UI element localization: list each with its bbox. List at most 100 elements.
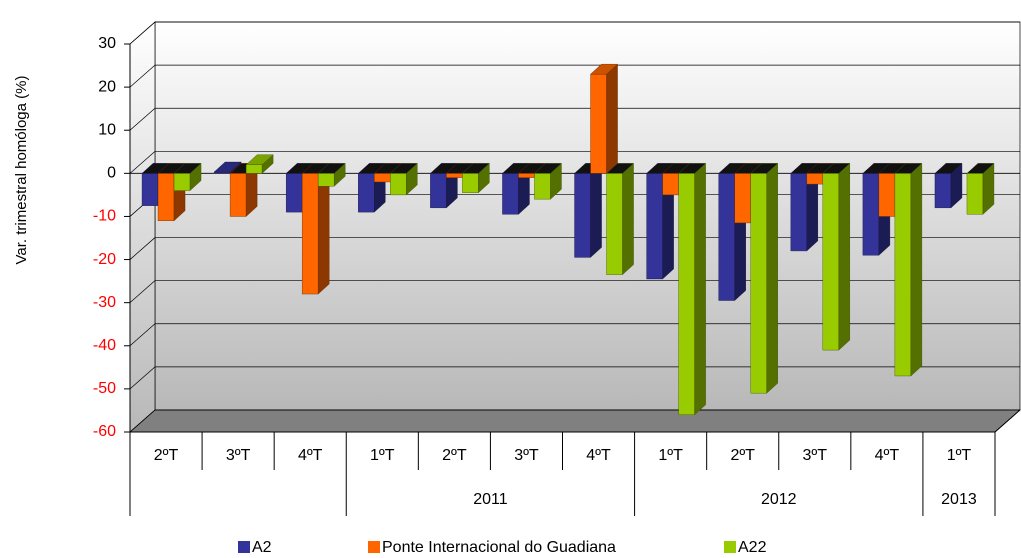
bar-front — [806, 173, 823, 185]
bar-front — [462, 173, 479, 193]
grid-line — [129, 64, 156, 88]
bar-top — [678, 163, 707, 174]
bar-side — [590, 162, 602, 258]
grid-line — [129, 323, 156, 347]
bar-front — [430, 173, 447, 209]
bar — [822, 162, 851, 351]
group-label: 2012 — [761, 491, 797, 508]
bar-top — [173, 163, 202, 174]
legend-label: A22 — [738, 539, 767, 556]
grid-line — [129, 409, 156, 433]
y-tick-label: 30 — [98, 35, 116, 52]
bar — [574, 162, 603, 258]
bar-front — [390, 173, 407, 196]
bar-front — [966, 173, 984, 215]
x-tick-label: 1ºT — [947, 447, 972, 464]
bar-top — [606, 163, 635, 174]
y-tick-label: 20 — [98, 78, 116, 95]
bar — [894, 162, 923, 377]
bar-front — [678, 173, 695, 415]
bar-top — [389, 163, 418, 174]
bar-front — [502, 173, 519, 215]
bar-side — [838, 162, 850, 351]
bar — [590, 63, 619, 174]
bar-front — [590, 73, 607, 174]
x-tick-label: 3ºT — [514, 447, 539, 464]
bar — [461, 162, 490, 194]
legend-label: A2 — [252, 539, 272, 556]
x-tick-label: 3ºT — [226, 447, 251, 464]
legend-swatch — [238, 541, 250, 553]
bar-front — [157, 173, 175, 221]
y-tick-label: -10 — [93, 208, 116, 225]
group-label: 2013 — [941, 491, 977, 508]
x-tick-label: 1ºT — [370, 447, 395, 464]
y-tick-label: -60 — [93, 423, 116, 440]
bar-top — [317, 163, 346, 174]
y-tick-label: -40 — [93, 337, 116, 354]
floor — [129, 409, 1021, 433]
legend-swatch — [368, 541, 380, 553]
bar-front — [750, 173, 767, 394]
bar — [213, 161, 242, 174]
bar-side — [694, 162, 706, 416]
bar-front — [286, 173, 303, 213]
x-tick-label: 1ºT — [658, 447, 683, 464]
bar — [678, 162, 707, 416]
grid-line — [129, 366, 156, 390]
bar — [934, 162, 963, 209]
x-tick-label: 4ºT — [875, 447, 900, 464]
grid-line — [129, 237, 156, 260]
bar-top — [934, 163, 963, 174]
bar-front — [790, 173, 807, 252]
bar-side — [622, 162, 634, 276]
y-tick-label: -50 — [93, 380, 116, 397]
bar-top — [461, 163, 490, 174]
grid-line — [129, 280, 156, 303]
bar-front — [534, 173, 551, 200]
bar-front — [646, 173, 663, 280]
bar-front — [878, 173, 896, 217]
bar — [245, 154, 274, 174]
bar-top — [966, 163, 995, 174]
bar-side — [910, 162, 923, 377]
bar-front — [934, 173, 952, 209]
bar — [790, 162, 819, 252]
bar-top — [822, 163, 851, 174]
bar-front — [662, 173, 679, 196]
bar-front — [318, 173, 335, 187]
bar-side — [606, 63, 618, 174]
bar-front — [358, 173, 375, 213]
y-tick-label: 10 — [98, 121, 116, 138]
y-tick-label: -30 — [93, 294, 116, 311]
bar-top — [750, 163, 779, 174]
y-axis-label: Var. trimestral homóloga (%) — [13, 76, 30, 265]
bar-front — [374, 173, 391, 183]
legend-label: Ponte Internacional do Guadiana — [382, 539, 616, 556]
bar — [317, 162, 346, 187]
y-tick-label: -20 — [93, 251, 116, 268]
bar-front — [734, 173, 751, 224]
bar-front — [894, 173, 912, 377]
x-tick-label: 4ºT — [298, 447, 323, 464]
bar-front — [862, 173, 880, 256]
grid-line — [129, 151, 156, 174]
bar-top — [590, 63, 619, 75]
bar-top — [894, 163, 923, 174]
group-label: 2011 — [473, 491, 508, 508]
axis-line — [994, 409, 1021, 433]
bar-top — [533, 163, 562, 174]
bar-front — [245, 164, 263, 174]
bar-front — [229, 173, 247, 217]
bar-top — [245, 154, 274, 165]
bar-front — [822, 173, 839, 351]
bar-side — [766, 162, 778, 394]
legend-swatch — [724, 541, 736, 553]
bar — [966, 162, 995, 215]
bar — [301, 162, 330, 295]
bar-front — [574, 173, 591, 258]
y-tick-label: 0 — [107, 165, 116, 182]
x-tick-label: 2ºT — [154, 447, 179, 464]
bar — [606, 162, 635, 276]
